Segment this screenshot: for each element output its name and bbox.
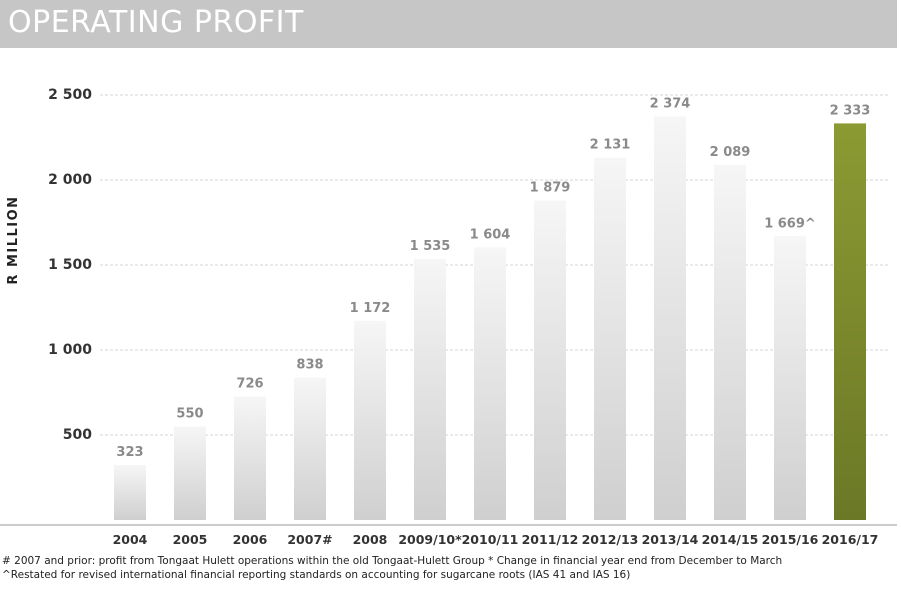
bar-201213	[594, 157, 626, 520]
bar-200910	[414, 259, 446, 520]
value-labels: 323 550 726 838 1 172 1 535 1 604 1 879 2 131 2 3…	[116, 96, 870, 460]
x-tick-label: 2015/16	[762, 532, 819, 547]
bar-201314	[654, 116, 686, 521]
x-tick-label: 2009/10*	[398, 532, 462, 547]
x-tick-label: 2004	[113, 532, 148, 547]
x-tick-label: 2005	[173, 532, 208, 547]
footnote-1: # 2007 and prior: profit from Tongaat Hu…	[2, 555, 783, 567]
value-label: 838	[296, 358, 323, 373]
x-tick-label: 2013/14	[642, 532, 699, 547]
y-tick-label: 500	[63, 427, 92, 443]
title-bar: OPERATING PROFIT	[0, 0, 897, 48]
value-label: 1 172	[350, 301, 391, 316]
value-label: 550	[176, 407, 203, 422]
x-tick-label: 2010/11	[462, 532, 519, 547]
y-tick-label: 2 000	[48, 172, 92, 188]
bar-2006	[234, 396, 266, 520]
value-label: 2 089	[710, 145, 751, 160]
x-tick-label: 2014/15	[702, 532, 759, 547]
x-tick-label: 2008	[353, 532, 388, 547]
bar-2004	[114, 465, 146, 520]
page-title: OPERATING PROFIT	[8, 5, 304, 40]
y-tick-label: 1 500	[48, 257, 92, 273]
bar-201516	[774, 236, 806, 520]
value-label: 1 669^	[764, 216, 816, 231]
value-label: 2 374	[650, 96, 691, 111]
x-tick-label: 2012/13	[582, 532, 639, 547]
y-axis-label: R MILLION	[6, 195, 21, 284]
value-label: 1 535	[410, 239, 451, 254]
bar-201112	[534, 200, 566, 520]
value-label: 1 604	[470, 227, 511, 242]
value-label: 2 131	[590, 138, 631, 153]
y-tick-label: 2 500	[48, 87, 92, 103]
y-axis-ticks: 500 1 000 1 500 2 000 2 500	[48, 87, 92, 443]
x-tick-label: 2006	[233, 532, 268, 547]
value-label: 726	[236, 377, 263, 392]
x-tick-label: 2011/12	[522, 532, 579, 547]
bar-2008	[354, 320, 386, 520]
value-label: 2 333	[830, 103, 871, 118]
x-tick-label: 2016/17	[822, 532, 879, 547]
y-tick-label: 1 000	[48, 342, 92, 358]
value-label: 323	[116, 445, 143, 460]
bar-201415	[714, 164, 746, 520]
bar-2007	[294, 377, 326, 520]
footnote-2: ^Restated for revised international fina…	[2, 569, 631, 581]
bar-201617	[834, 123, 866, 520]
operating-profit-chart: 500 1 000 1 500 2 000 2 500 323 550 726 838 1 17…	[0, 87, 897, 547]
value-label: 1 879	[530, 181, 571, 196]
bar-201011	[474, 247, 506, 520]
x-tick-label: 2007#	[287, 532, 332, 547]
bars	[114, 116, 866, 521]
bar-2005	[174, 426, 206, 520]
x-axis-ticks: 2004 2005 2006 2007# 2008 2009/10* 2010/11 2011…	[113, 532, 879, 547]
